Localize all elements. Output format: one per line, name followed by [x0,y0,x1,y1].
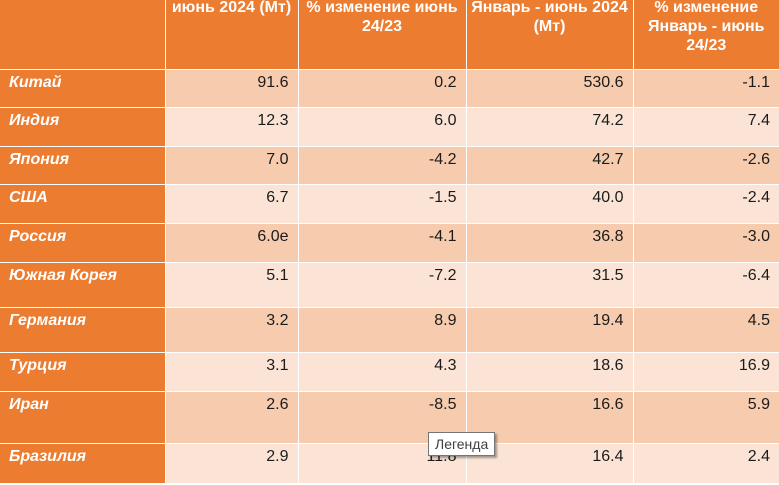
ytd-change-cell: -2.6 [632,145,779,184]
ytd-2024-cell: 74.2 [465,106,633,146]
june-change-cell: -1.5 [297,183,466,223]
june-2024-cell: 5.1 [164,261,298,307]
june-change-cell: 11.8 [297,442,466,483]
june-2024-cell: 6.0e [164,222,298,262]
country-cell: Китай [0,68,165,107]
june-2024-cell: 7.0 [164,145,298,184]
table-row: Иран 2.6 -8.5 16.6 5.9 [0,390,779,443]
country-cell: Южная Корея [0,261,165,307]
ytd-2024-cell: 40.0 [465,183,633,223]
table-row: Южная Корея 5.1 -7.2 31.5 -6.4 [0,261,779,307]
ytd-2024-cell: 18.6 [465,351,633,391]
header-row: июнь 2024 (Мт) % изменение июнь 24/23 Ян… [0,0,779,69]
country-cell: Индия [0,106,165,146]
country-cell: Иран [0,390,165,443]
table-row: Турция 3.1 4.3 18.6 16.9 [0,351,779,391]
country-cell: Япония [0,145,165,184]
june-2024-cell: 2.9 [164,442,298,483]
header-cell-country [0,0,165,69]
ytd-2024-cell: 31.5 [465,261,633,307]
country-cell: США [0,183,165,223]
ytd-2024-cell: 19.4 [465,306,633,352]
june-change-cell: -4.2 [297,145,466,184]
legend-tooltip: Легенда [428,432,496,456]
ytd-2024-cell: 530.6 [465,68,633,107]
country-cell: Турция [0,351,165,391]
ytd-2024-cell: 36.8 [465,222,633,262]
june-change-cell: -7.2 [297,261,466,307]
table-row: Индия 12.3 6.0 74.2 7.4 [0,106,779,146]
table-row: Германия 3.2 8.9 19.4 4.5 [0,306,779,352]
ytd-change-cell: -2.4 [632,183,779,223]
ytd-change-cell: 2.4 [632,442,779,483]
ytd-change-cell: 16.9 [632,351,779,391]
header-cell-ytd-2024: Январь - июнь 2024 (Мт) [465,0,633,69]
ytd-change-cell: 7.4 [632,106,779,146]
june-change-cell: 4.3 [297,351,466,391]
table-row: Россия 6.0e -4.1 36.8 -3.0 [0,222,779,262]
june-2024-cell: 91.6 [164,68,298,107]
june-change-cell: 8.9 [297,306,466,352]
june-2024-cell: 12.3 [164,106,298,146]
country-cell: Бразилия [0,442,165,483]
table-row: Бразилия 2.9 11.8 16.4 2.4 [0,442,779,483]
ytd-change-cell: 5.9 [632,390,779,443]
table-row: Япония 7.0 -4.2 42.7 -2.6 [0,145,779,184]
june-2024-cell: 2.6 [164,390,298,443]
ytd-change-cell: -6.4 [632,261,779,307]
june-2024-cell: 3.1 [164,351,298,391]
header-cell-june-2024: июнь 2024 (Мт) [164,0,298,69]
country-cell: Россия [0,222,165,262]
june-2024-cell: 3.2 [164,306,298,352]
header-cell-ytd-change: % изменение Январь - июнь 24/23 [632,0,779,69]
june-2024-cell: 6.7 [164,183,298,223]
ytd-2024-cell: 42.7 [465,145,633,184]
june-change-cell: -4.1 [297,222,466,262]
ytd-change-cell: 4.5 [632,306,779,352]
june-change-cell: 0.2 [297,68,466,107]
ytd-change-cell: -1.1 [632,68,779,107]
table-row: США 6.7 -1.5 40.0 -2.4 [0,183,779,223]
june-change-cell: 6.0 [297,106,466,146]
country-cell: Германия [0,306,165,352]
table-row: Китай 91.6 0.2 530.6 -1.1 [0,68,779,107]
ytd-change-cell: -3.0 [632,222,779,262]
header-cell-june-change: % изменение июнь 24/23 [297,0,466,69]
